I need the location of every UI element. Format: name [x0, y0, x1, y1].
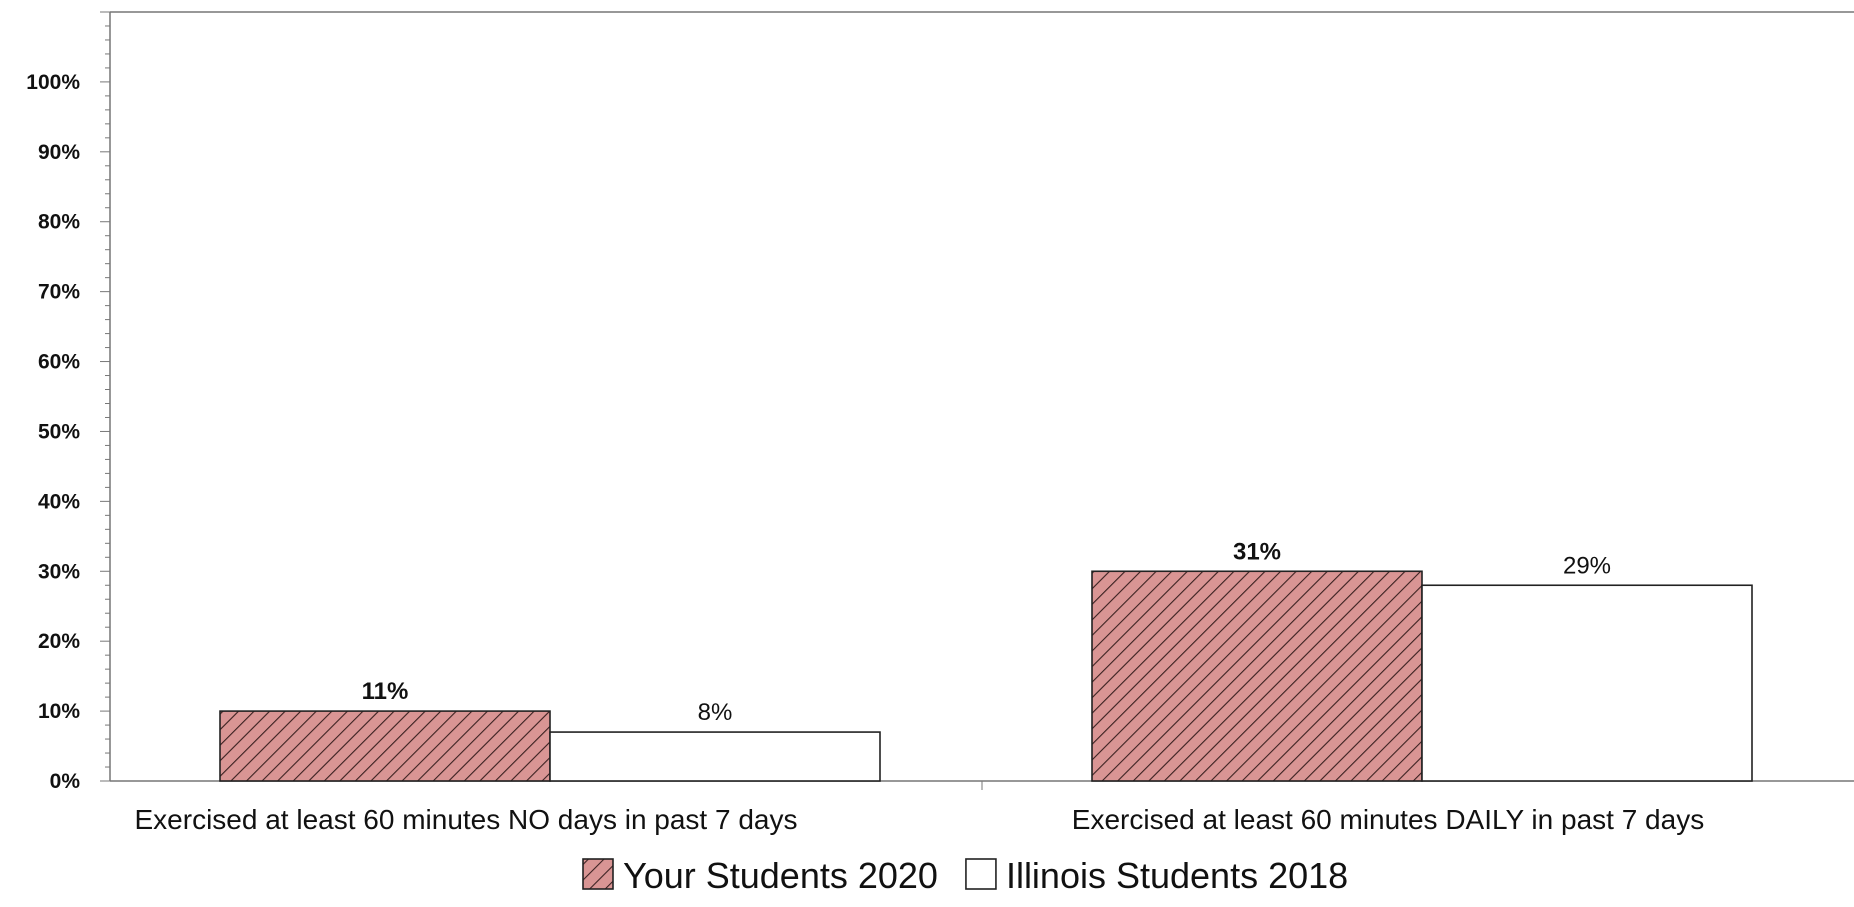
legend-swatch-your-students-2020: [582, 858, 614, 890]
bar-your-students-2020: [219, 710, 551, 782]
y-tick-label: 90%: [38, 141, 80, 164]
chart-legend: Your Students 2020 Illinois Students 2018: [582, 855, 1348, 896]
bar-data-label: 29%: [1563, 552, 1611, 579]
legend-entry-label: Illinois Students 2018: [1006, 855, 1348, 896]
x-category-label: Exercised at least 60 minutes NO days in…: [135, 804, 798, 835]
bar-illinois-students-2018: [1421, 584, 1753, 782]
y-tick-label: 0%: [50, 770, 81, 793]
chart-labels: 11% 8% Exercised at least 60 minutes NO da…: [135, 538, 1705, 835]
bar-illinois-students-2018: [549, 731, 881, 782]
y-tick-label: 40%: [38, 490, 80, 513]
y-tick-label: 60%: [38, 351, 80, 374]
y-tick-label: 80%: [38, 211, 80, 234]
y-tick-label: 100%: [26, 71, 80, 94]
y-tick-label: 10%: [38, 700, 80, 723]
y-tick-label: 30%: [38, 560, 80, 583]
x-category-label: Exercised at least 60 minutes DAILY in p…: [1072, 804, 1704, 835]
legend-swatch-illinois-students-2018: [965, 858, 997, 890]
bar-data-label: 11%: [362, 678, 409, 705]
bar-data-label: 31%: [1233, 538, 1281, 565]
legend-entry-label: Your Students 2020: [623, 855, 938, 896]
chart-bars: [219, 570, 1753, 782]
bar-your-students-2020: [1091, 570, 1423, 782]
y-tick-label: 50%: [38, 420, 80, 443]
bar-data-label: 8%: [698, 699, 733, 726]
y-tick-label: 20%: [38, 630, 80, 653]
y-tick-label: 70%: [38, 281, 80, 304]
